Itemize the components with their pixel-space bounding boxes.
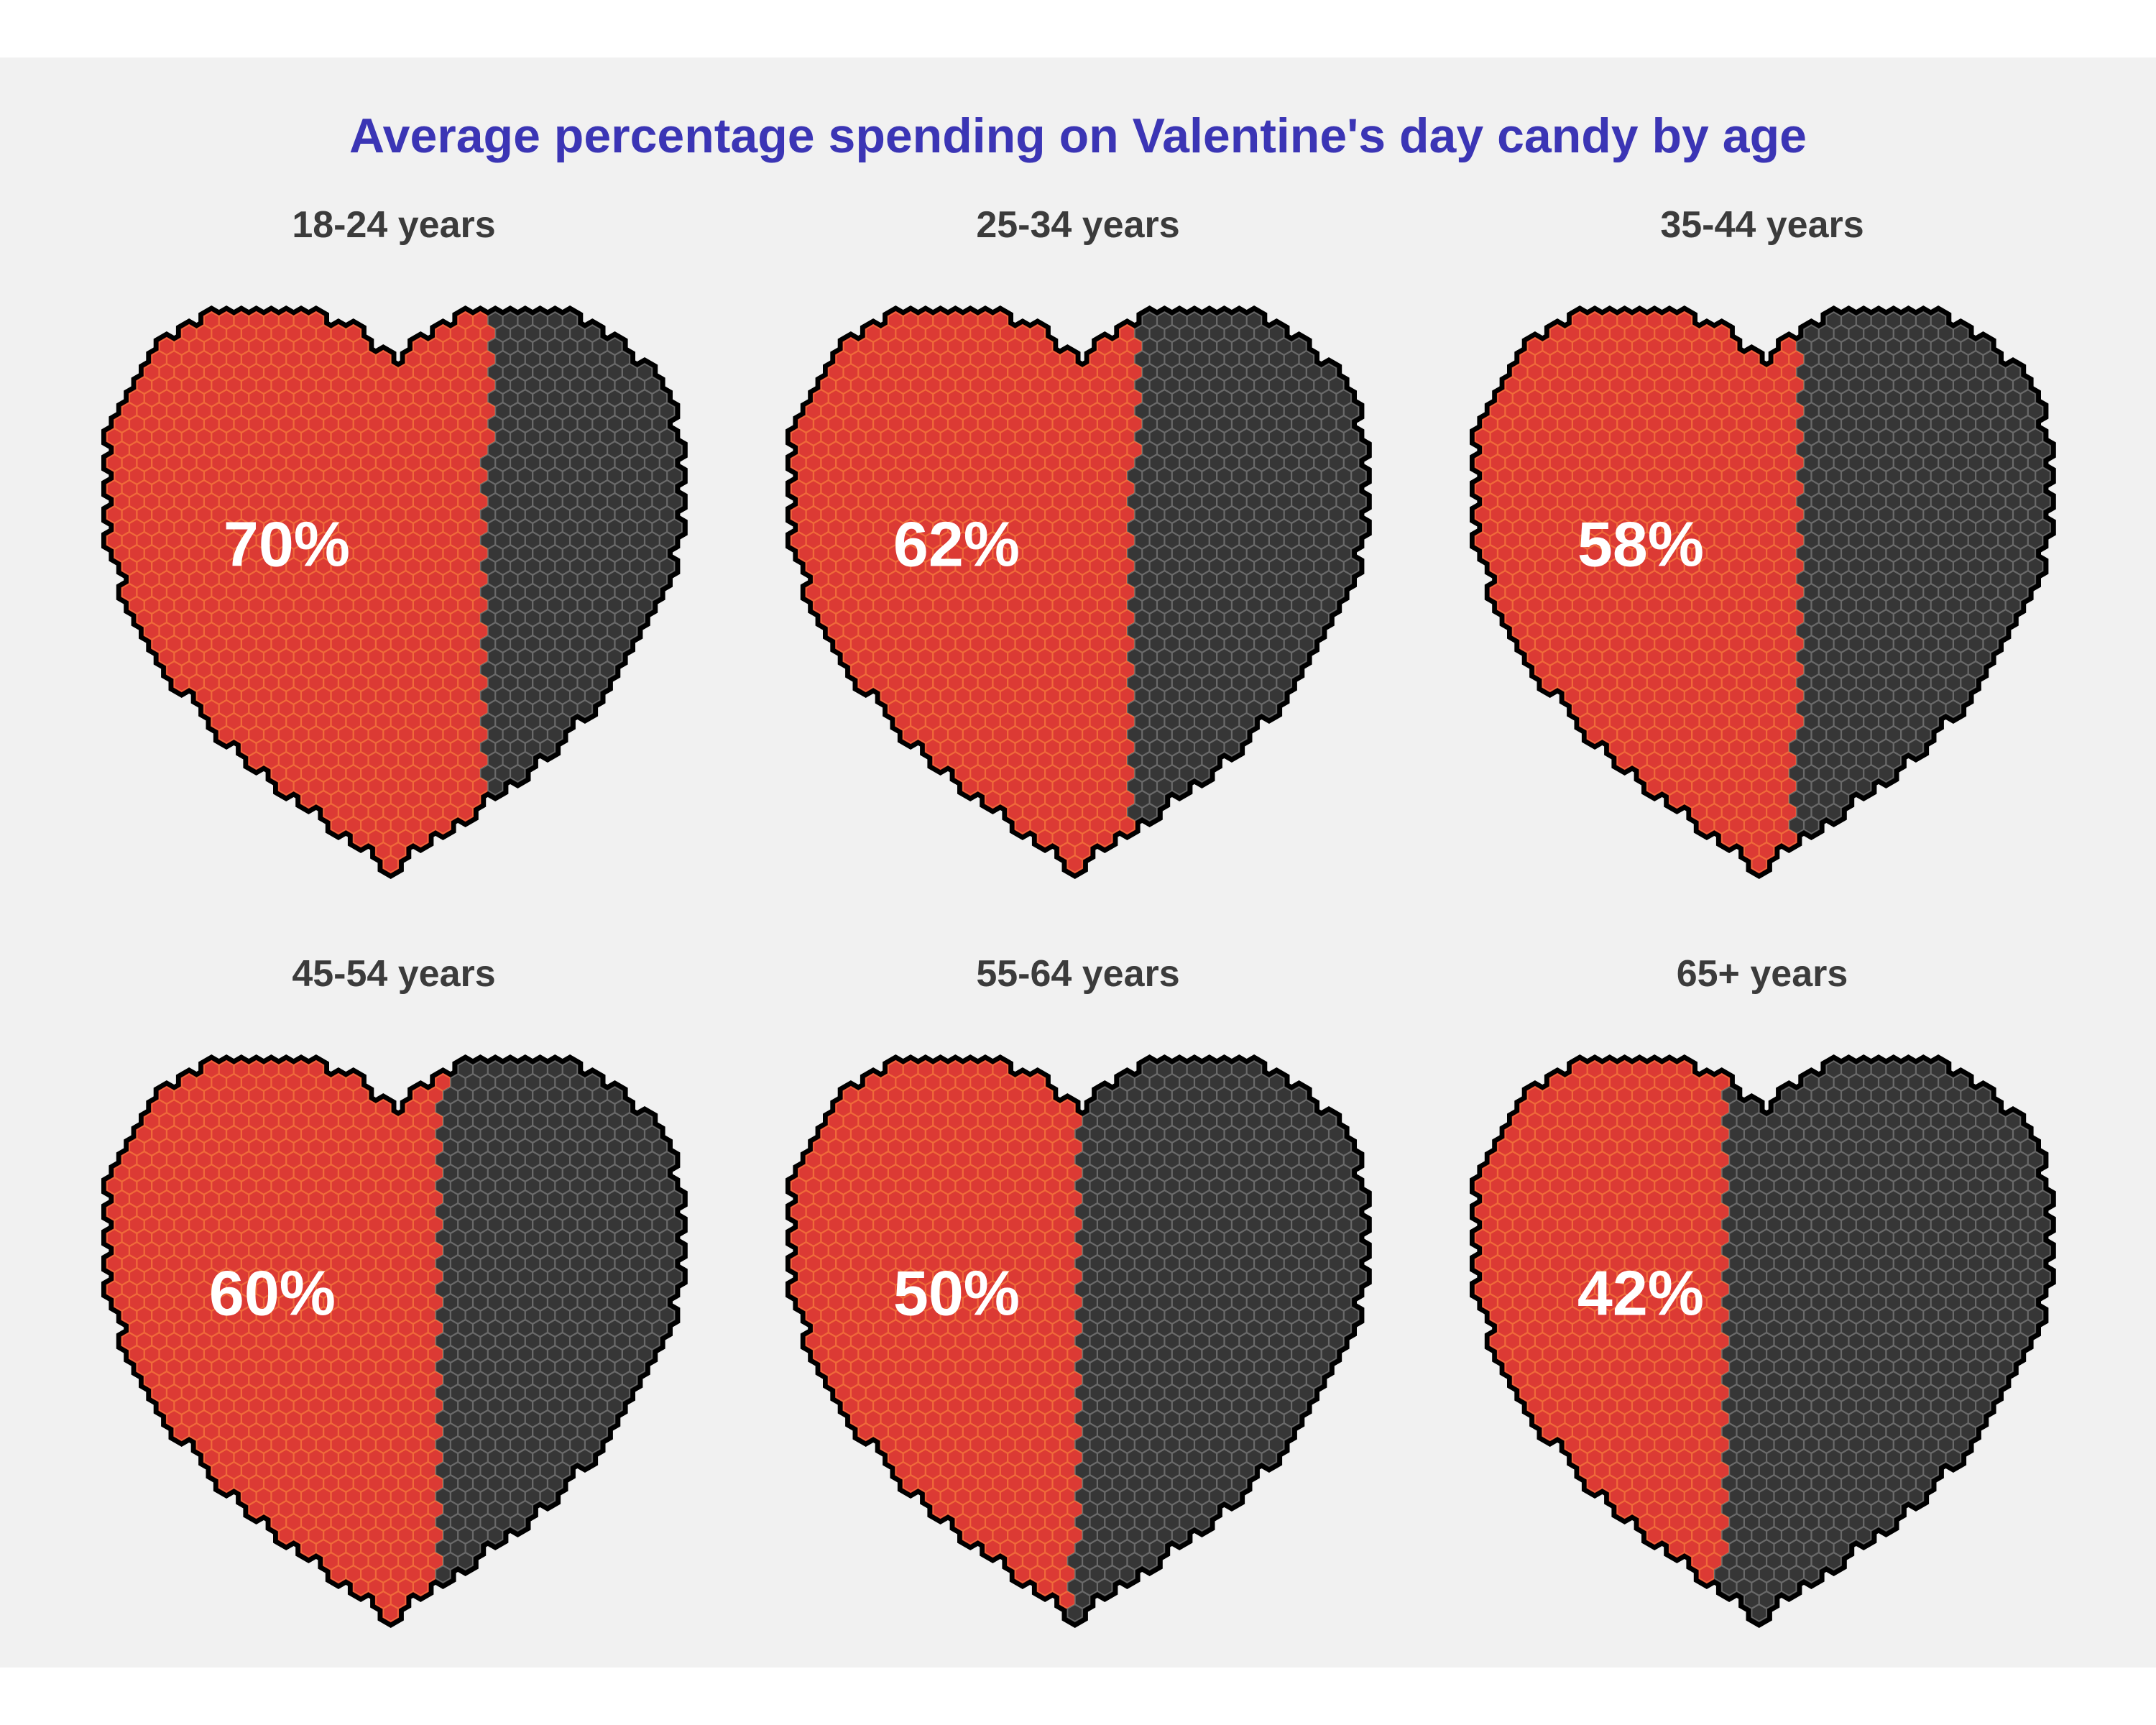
- heart-facet: 25-34 years 62%: [786, 204, 1372, 879]
- remaining-cell: [1803, 816, 1820, 834]
- filled-cell: [1015, 816, 1031, 834]
- hex-cells: [791, 1060, 1367, 1622]
- remaining-cell: [1171, 777, 1188, 796]
- facet-label: 55-64 years: [976, 953, 1179, 995]
- filled-cell: [985, 790, 1001, 809]
- filled-cell: [278, 1526, 295, 1545]
- filled-cell: [331, 1565, 346, 1583]
- remaining-cell: [435, 1565, 451, 1583]
- filled-cell: [1119, 816, 1135, 834]
- remaining-cell: [1856, 777, 1872, 796]
- remaining-cell: [540, 738, 556, 757]
- filled-cell: [962, 777, 979, 796]
- hex-cells: [1475, 311, 2051, 873]
- filled-cell: [382, 1604, 399, 1622]
- filled-cell: [857, 673, 874, 692]
- filled-cell: [382, 855, 399, 873]
- remaining-cell: [1261, 699, 1277, 718]
- filled-cell: [1751, 855, 1767, 873]
- remaining-cell: [487, 1526, 504, 1545]
- filled-cell: [218, 725, 234, 744]
- remaining-cell: [1224, 738, 1240, 757]
- filled-cell: [1542, 673, 1558, 692]
- remaining-cell: [1141, 803, 1158, 822]
- remaining-cell: [487, 777, 504, 796]
- filled-cell: [1037, 829, 1053, 847]
- filled-cell: [1721, 829, 1737, 847]
- facet-label: 25-34 years: [976, 204, 1179, 246]
- filled-cell: [413, 829, 429, 847]
- remaining-cell: [540, 1487, 556, 1506]
- heart-facet: 35-44 years 58%: [1470, 204, 2056, 879]
- facet-label: 45-54 years: [292, 953, 495, 995]
- hex-cells: [106, 1060, 683, 1622]
- filled-cell: [1781, 829, 1797, 847]
- filled-cell: [173, 1422, 190, 1441]
- filled-cell: [1067, 855, 1083, 873]
- hex-cells: [791, 311, 1367, 873]
- filled-cell: [413, 1578, 429, 1596]
- filled-cell: [278, 777, 295, 796]
- chart-title: Average percentage spending on Valentine…: [349, 109, 1807, 163]
- remaining-cell: [510, 1513, 526, 1532]
- remaining-cell: [510, 764, 526, 783]
- heart-facet: 45-54 years 60%: [101, 953, 688, 1628]
- remaining-cell: [457, 1552, 474, 1570]
- remaining-cell: [576, 699, 593, 718]
- filled-cell: [903, 725, 918, 744]
- value-label: 60%: [209, 1257, 336, 1328]
- filled-cell: [1699, 816, 1715, 834]
- filled-cell: [1616, 751, 1633, 770]
- value-label: 58%: [1577, 508, 1704, 579]
- plot-panel: Average percentage spending on Valentine…: [0, 58, 2156, 1668]
- filled-cell: [435, 816, 451, 834]
- remaining-cell: [1945, 699, 1961, 718]
- filled-cell: [353, 829, 369, 847]
- filled-cell: [218, 1474, 234, 1493]
- value-label: 70%: [224, 508, 350, 579]
- remaining-cell: [1194, 764, 1210, 783]
- filled-cell: [1097, 829, 1113, 847]
- filled-cell: [457, 803, 474, 822]
- filled-cell: [1646, 777, 1663, 796]
- filled-cell: [300, 790, 317, 809]
- remaining-cell: [1825, 803, 1842, 822]
- remaining-cell: [1878, 764, 1894, 783]
- filled-cell: [1587, 725, 1603, 744]
- chart: Average percentage spending on Valentine…: [101, 109, 2056, 1628]
- filled-cell: [1669, 790, 1685, 809]
- filled-cell: [300, 1539, 317, 1558]
- filled-cell: [353, 1578, 369, 1596]
- filled-cell: [248, 1500, 264, 1519]
- heart-facet: 18-24 years 70%: [101, 204, 688, 879]
- value-label: 62%: [893, 508, 1020, 579]
- facet-label: 18-24 years: [292, 204, 495, 246]
- remaining-cell: [576, 1448, 593, 1467]
- filled-cell: [248, 751, 264, 770]
- filled-cell: [932, 751, 949, 770]
- hex-cells: [106, 311, 683, 873]
- remaining-cell: [1908, 738, 1924, 757]
- filled-cell: [331, 816, 346, 834]
- facet-label: 35-44 years: [1660, 204, 1864, 246]
- filled-cell: [173, 673, 190, 692]
